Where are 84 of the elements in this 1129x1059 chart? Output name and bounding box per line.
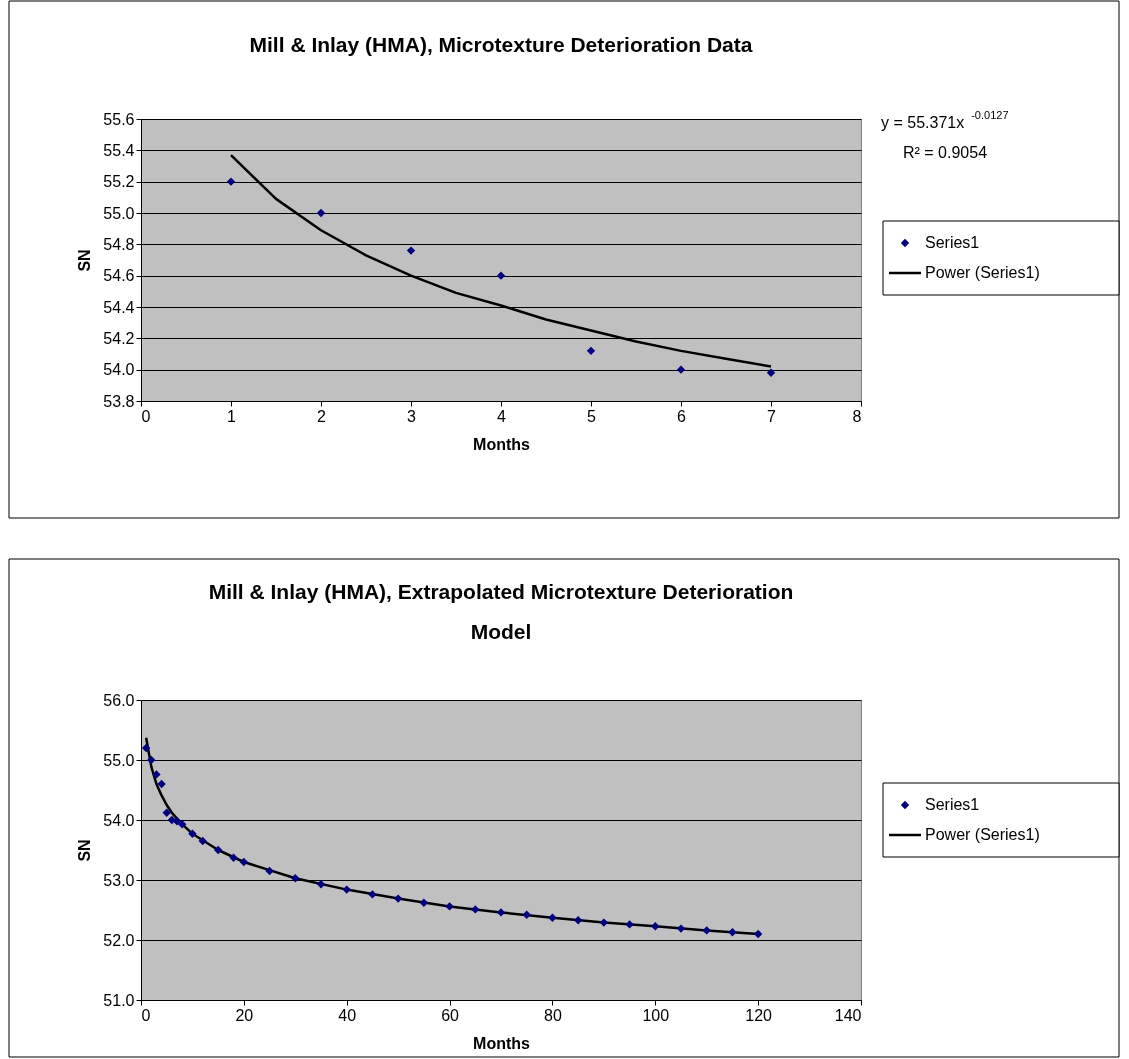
y-tick-label: 54.0 <box>103 361 135 379</box>
x-tick-label: 2 <box>317 407 327 425</box>
point <box>419 898 429 907</box>
point <box>393 894 403 903</box>
point <box>291 874 300 883</box>
point <box>198 836 207 846</box>
y-tick-label: 54.4 <box>103 298 135 316</box>
x-tick-label: 140 <box>834 1006 862 1024</box>
point <box>651 922 660 931</box>
point <box>728 928 737 937</box>
point <box>213 845 223 855</box>
point <box>445 902 454 911</box>
point <box>152 770 161 779</box>
point <box>162 808 171 817</box>
point <box>368 890 377 899</box>
y-tick-label: 53.8 <box>103 392 135 410</box>
x-tick-label: 0 <box>141 407 151 425</box>
y-tick-label: 54.6 <box>103 267 135 285</box>
legend-label: Series1 <box>925 234 980 251</box>
x-tick-label: 6 <box>677 407 687 425</box>
chart-title: Mill & Inlay (HMA), Extrapolated Microtexture Deterioration Model <box>208 580 794 643</box>
x-tick-label: 80 <box>544 1006 562 1024</box>
y-tick-label: 54.8 <box>103 235 135 253</box>
point <box>226 177 236 186</box>
x-tick-label: 8 <box>852 407 862 425</box>
point <box>177 820 187 829</box>
point <box>676 365 686 374</box>
y-tick-label: 55.6 <box>103 110 135 128</box>
point <box>406 246 416 255</box>
point <box>766 368 776 377</box>
point <box>471 905 480 914</box>
point <box>548 913 557 922</box>
x-tick-label: 1 <box>227 407 237 425</box>
point <box>239 857 249 867</box>
y-tick-label: 55.2 <box>103 173 135 191</box>
y-axis-title: SN <box>76 839 94 862</box>
point <box>586 346 596 356</box>
y-tick-label: 55.0 <box>103 751 135 769</box>
point <box>265 866 274 876</box>
y-tick-label: 55.4 <box>103 141 135 159</box>
point <box>702 926 711 935</box>
point <box>316 208 326 218</box>
point <box>496 908 506 917</box>
point <box>625 920 634 929</box>
x-tick-label: 60 <box>441 1006 460 1024</box>
x-axis-title: Months <box>473 1034 531 1052</box>
point <box>599 918 609 927</box>
x-tick-label: 100 <box>642 1006 670 1024</box>
point <box>342 885 351 894</box>
point <box>157 779 166 789</box>
point <box>229 853 238 862</box>
point <box>676 924 686 933</box>
y-tick-label: 55.0 <box>103 204 135 222</box>
x-axis-title: Months <box>473 435 531 453</box>
legend-label: Series1 <box>925 796 980 813</box>
legend-label: Power (Series1) <box>925 826 1040 843</box>
point <box>188 829 197 838</box>
x-tick-label: 20 <box>235 1006 254 1024</box>
text: R² = 0.9054 <box>903 144 988 161</box>
point <box>147 755 156 765</box>
point <box>496 271 506 280</box>
x-tick-label: 3 <box>407 407 417 425</box>
x-tick-label: 5 <box>587 407 597 425</box>
chart-title: Mill & Inlay (HMA), Microtexture Deterioration Data <box>249 33 753 56</box>
x-tick-label: 0 <box>141 1006 151 1024</box>
point <box>753 929 763 939</box>
y-tick-label: 56.0 <box>103 691 135 709</box>
y-tick-label: 54.0 <box>103 811 135 829</box>
y-tick-label: 52.0 <box>103 931 135 949</box>
point <box>172 817 182 826</box>
y-tick-label: 53.0 <box>103 871 135 889</box>
x-tick-label: 40 <box>338 1006 357 1024</box>
y-tick-label: 54.2 <box>103 329 135 347</box>
point <box>522 910 531 919</box>
x-tick-label: 7 <box>767 407 777 425</box>
y-tick-label: 51.0 <box>103 991 135 1009</box>
point <box>573 916 583 925</box>
point <box>316 880 326 889</box>
text: y = 55.371x-0.0127 <box>881 109 1009 131</box>
legend-label: Power (Series1) <box>925 264 1040 281</box>
y-axis-title: SN <box>76 249 94 272</box>
x-tick-label: 4 <box>497 407 507 425</box>
x-tick-label: 120 <box>745 1006 773 1024</box>
point <box>141 743 151 753</box>
